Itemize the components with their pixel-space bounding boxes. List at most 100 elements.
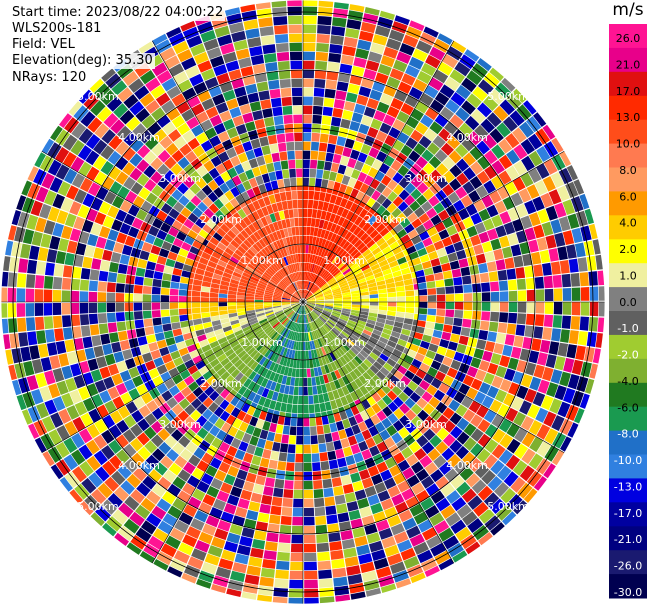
noise-gate xyxy=(291,525,303,535)
valid-gate xyxy=(286,403,293,413)
valid-gate xyxy=(344,200,354,210)
noise-gate xyxy=(103,376,115,390)
valid-gate xyxy=(308,244,312,254)
noise-gate xyxy=(144,269,155,279)
noise-gate xyxy=(347,573,363,585)
noise-gate xyxy=(570,196,584,213)
noise-gate xyxy=(11,348,23,364)
noise-gate xyxy=(82,256,93,269)
valid-gate xyxy=(263,398,272,408)
noise-gate xyxy=(492,428,506,444)
valid-gate xyxy=(339,332,348,341)
noise-gate xyxy=(481,241,493,253)
noise-gate xyxy=(541,395,554,411)
valid-gate xyxy=(281,328,288,337)
noise-gate xyxy=(316,425,324,435)
noise-gate xyxy=(504,257,515,269)
valid-gate xyxy=(306,294,314,300)
valid-gate xyxy=(318,280,326,288)
noise-gate xyxy=(111,470,126,486)
valid-gate xyxy=(276,230,282,240)
valid-gate xyxy=(311,274,317,283)
noise-gate xyxy=(178,296,188,302)
noise-gate xyxy=(74,189,87,204)
valid-gate xyxy=(245,307,255,311)
noise-gate xyxy=(433,353,445,363)
noise-gate xyxy=(93,345,104,358)
noise-gate xyxy=(95,466,110,482)
valid-gate xyxy=(369,389,376,396)
noise-gate xyxy=(273,16,288,26)
noise-gate xyxy=(161,241,173,251)
noise-gate xyxy=(387,413,399,425)
noise-gate xyxy=(477,102,492,118)
noise-gate xyxy=(370,42,385,55)
noise-gate xyxy=(26,317,36,331)
valid-gate xyxy=(291,297,300,301)
noise-gate xyxy=(257,512,270,523)
valid-gate xyxy=(368,378,378,389)
noise-gate xyxy=(427,295,437,302)
noise-gate xyxy=(95,505,111,522)
valid-gate xyxy=(261,388,270,398)
valid-gate xyxy=(322,310,331,316)
noise-gate xyxy=(217,519,231,532)
valid-gate xyxy=(273,294,282,298)
noise-gate xyxy=(524,200,537,215)
noise-gate xyxy=(502,511,517,526)
valid-gate xyxy=(303,395,309,405)
valid-gate xyxy=(315,266,321,275)
noise-gate xyxy=(139,344,150,355)
valid-gate xyxy=(210,287,219,294)
noise-gate xyxy=(240,4,256,13)
noise-gate xyxy=(78,161,92,177)
noise-gate xyxy=(494,482,510,498)
noise-gate xyxy=(543,275,553,289)
noise-gate xyxy=(537,209,550,224)
valid-gate xyxy=(387,292,397,298)
noise-gate xyxy=(49,355,61,370)
noise-gate xyxy=(415,100,429,114)
noise-gate xyxy=(140,200,153,213)
noise-gate xyxy=(411,461,424,474)
noise-gate xyxy=(291,87,303,97)
valid-gate xyxy=(280,316,288,324)
noise-gate xyxy=(281,434,289,444)
noise-gate xyxy=(506,323,517,335)
noise-gate xyxy=(183,176,195,189)
valid-gate xyxy=(315,297,325,300)
colorbar-swatch xyxy=(609,526,647,551)
valid-gate xyxy=(273,322,282,330)
valid-gate xyxy=(253,341,262,349)
valid-gate xyxy=(356,365,366,375)
noise-gate xyxy=(380,469,393,482)
valid-gate xyxy=(306,294,313,300)
noise-gate xyxy=(88,408,102,423)
noise-gate xyxy=(397,365,408,375)
colorbar-swatch xyxy=(609,24,647,49)
valid-gate xyxy=(242,216,252,226)
noise-gate xyxy=(88,313,99,325)
valid-gate xyxy=(363,236,373,245)
valid-gate xyxy=(333,257,342,266)
noise-gate xyxy=(506,494,523,510)
noise-gate xyxy=(368,51,383,63)
noise-gate xyxy=(182,264,193,272)
valid-gate xyxy=(412,319,418,326)
colorbar-tick-label: 21.0 xyxy=(616,58,641,71)
noise-gate xyxy=(203,160,215,172)
noise-gate xyxy=(387,485,401,498)
noise-gate xyxy=(171,220,183,231)
noise-gate xyxy=(263,486,274,496)
noise-gate xyxy=(346,19,362,30)
noise-gate xyxy=(64,471,80,488)
valid-gate xyxy=(395,286,405,292)
valid-gate xyxy=(279,411,286,417)
noise-gate xyxy=(414,448,427,461)
valid-gate xyxy=(353,328,363,335)
noise-gate xyxy=(515,267,526,279)
noise-gate xyxy=(178,248,189,258)
valid-gate xyxy=(310,245,315,254)
valid-gate xyxy=(313,308,322,314)
noise-gate xyxy=(156,339,167,349)
